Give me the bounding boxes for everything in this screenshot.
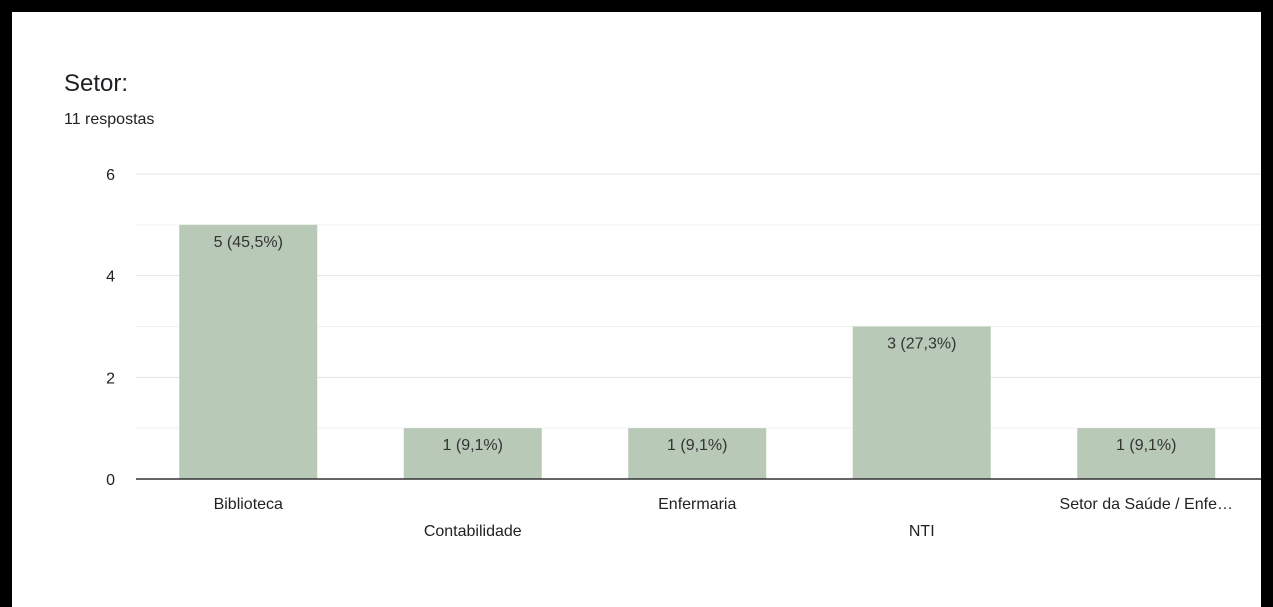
bar[interactable] — [179, 224, 318, 479]
y-tick-label: 2 — [106, 370, 115, 387]
x-category-label: NTI — [909, 523, 935, 540]
x-category-label: Biblioteca — [214, 496, 283, 513]
labels: 0 2 4 6 5 (45,5%) Biblioteca 1 (9,1%) Contabili… — [106, 167, 1233, 540]
x-category-label: Enfermaria — [658, 496, 736, 513]
bar-data-label: 1 (9,1%) — [443, 437, 503, 454]
x-category-label: Setor da Saúde / Enfe… — [1060, 496, 1233, 513]
y-tick-label: 4 — [106, 269, 115, 286]
bar-data-label: 5 (45,5%) — [214, 234, 283, 251]
y-tick-label: 0 — [106, 472, 115, 489]
question-title: Setor: — [64, 70, 129, 97]
bar-data-label: 1 (9,1%) — [667, 437, 727, 454]
bar-data-label: 1 (9,1%) — [1116, 437, 1176, 454]
bar[interactable] — [1077, 428, 1216, 479]
bar[interactable] — [628, 428, 767, 479]
y-tick-label: 6 — [106, 167, 115, 184]
bar[interactable] — [852, 326, 991, 480]
bar-data-label: 3 (27,3%) — [887, 336, 956, 353]
bars — [179, 224, 1216, 480]
x-category-label: Contabilidade — [424, 523, 522, 540]
bar[interactable] — [403, 428, 542, 479]
response-count: 11 respostas — [64, 111, 155, 128]
